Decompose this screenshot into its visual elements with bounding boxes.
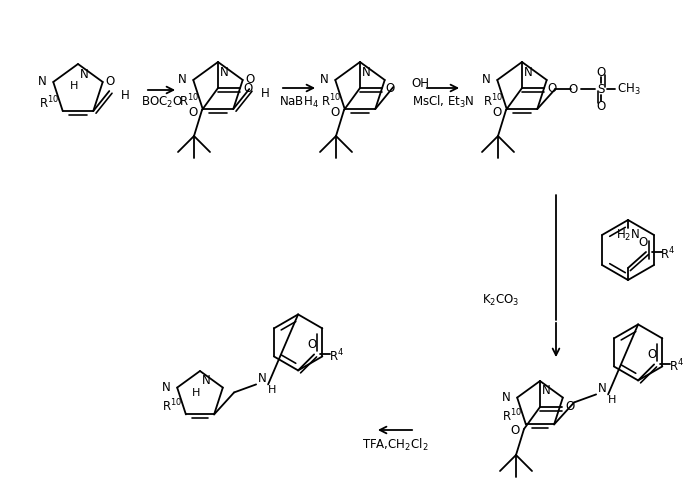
Text: O: O — [307, 338, 316, 351]
Text: O: O — [244, 82, 253, 94]
Text: N: N — [319, 74, 328, 86]
Text: N: N — [524, 66, 533, 78]
Text: O: O — [566, 400, 575, 413]
Text: O: O — [547, 82, 556, 94]
Text: O: O — [638, 236, 648, 248]
Text: R$^{10}$: R$^{10}$ — [38, 94, 59, 112]
Text: N: N — [202, 374, 211, 388]
Text: CH$_3$: CH$_3$ — [617, 82, 641, 96]
Text: O: O — [568, 82, 578, 96]
Text: R$^{10}$: R$^{10}$ — [178, 92, 199, 110]
Text: N: N — [162, 381, 170, 394]
Text: TFA,CH$_2$Cl$_2$: TFA,CH$_2$Cl$_2$ — [362, 437, 428, 453]
Text: R$^4$: R$^4$ — [668, 358, 684, 374]
Text: O: O — [596, 100, 606, 112]
Text: N: N — [501, 391, 510, 404]
Text: BOC$_2$O: BOC$_2$O — [141, 94, 183, 110]
Text: H: H — [192, 388, 200, 398]
Text: N: N — [38, 76, 46, 88]
Text: H: H — [608, 396, 616, 406]
Text: O: O — [106, 74, 115, 88]
Text: H: H — [70, 81, 78, 91]
Text: O: O — [188, 106, 197, 118]
Text: O: O — [386, 82, 395, 94]
Text: R$^{10}$: R$^{10}$ — [321, 92, 341, 110]
Text: N: N — [482, 74, 490, 86]
Text: O: O — [246, 72, 255, 86]
Text: S: S — [598, 82, 605, 96]
Text: O: O — [648, 348, 657, 361]
Text: H: H — [261, 86, 270, 100]
Text: H$_2$N: H$_2$N — [616, 228, 640, 242]
Text: R$^{10}$: R$^{10}$ — [162, 398, 182, 414]
Text: R$^{10}$: R$^{10}$ — [482, 92, 503, 110]
Text: N: N — [220, 66, 229, 78]
Text: N: N — [178, 74, 186, 86]
Text: N: N — [542, 384, 551, 398]
Text: O: O — [492, 106, 502, 118]
Text: NaBH$_4$: NaBH$_4$ — [279, 94, 319, 110]
Text: K$_2$CO$_3$: K$_2$CO$_3$ — [482, 292, 520, 308]
Text: OH: OH — [412, 76, 429, 90]
Text: N: N — [598, 382, 606, 395]
Text: R$^{10}$: R$^{10}$ — [502, 408, 522, 424]
Text: H: H — [268, 386, 277, 396]
Text: N: N — [80, 68, 89, 80]
Text: N: N — [362, 66, 371, 78]
Text: R$^4$: R$^4$ — [328, 348, 344, 364]
Text: O: O — [330, 106, 340, 118]
Text: O: O — [510, 424, 519, 438]
Text: O: O — [596, 66, 606, 78]
Text: R$^4$: R$^4$ — [661, 246, 676, 262]
Text: N: N — [258, 372, 267, 385]
Text: H: H — [121, 88, 130, 102]
Text: MsCl, Et$_3$N: MsCl, Et$_3$N — [412, 94, 475, 110]
